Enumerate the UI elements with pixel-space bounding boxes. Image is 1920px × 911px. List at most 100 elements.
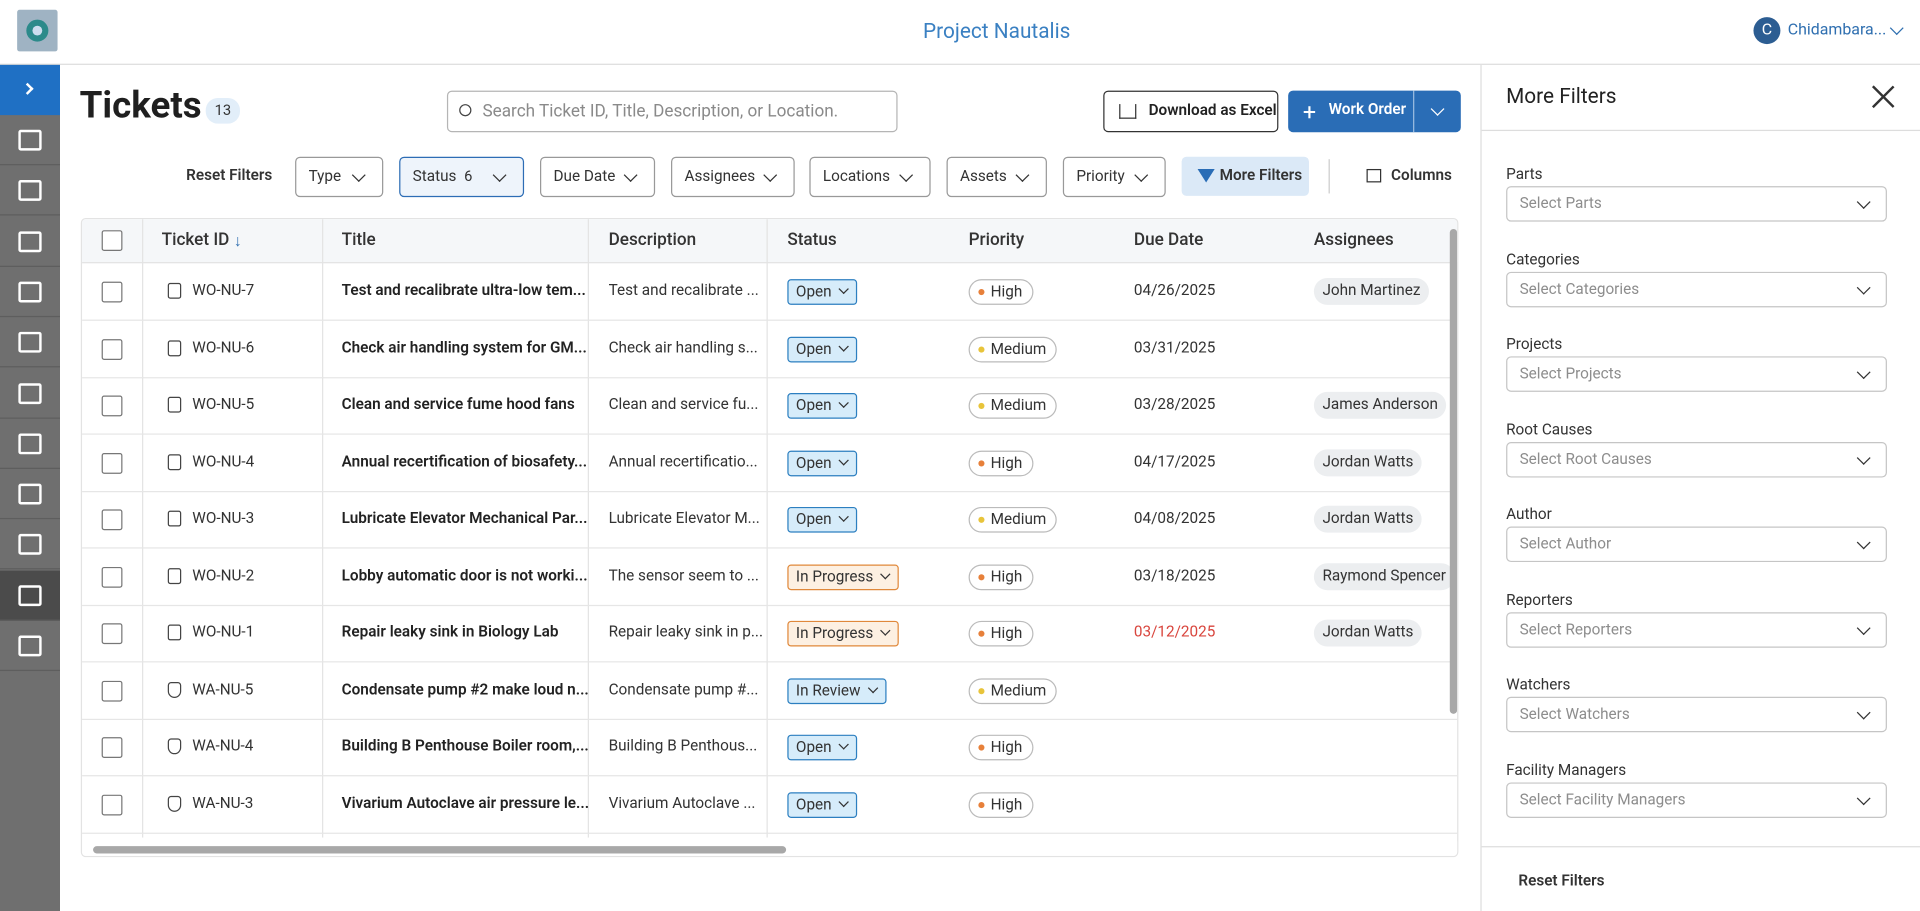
chevron	[880, 568, 890, 578]
user-name[interactable]: Chidambara...	[1788, 21, 1887, 39]
filter-dropdown[interactable]: Status6	[399, 157, 524, 197]
table-row[interactable]: WO-NU-5Clean and service fume hood fansC…	[82, 377, 1458, 435]
more-filters-button[interactable]: More Filters	[1182, 157, 1309, 196]
status-pill[interactable]: Open	[787, 507, 857, 533]
row-checkbox[interactable]	[102, 794, 123, 815]
row-checkbox[interactable]	[102, 396, 123, 417]
priority-dot	[978, 801, 984, 807]
user-avatar[interactable]: C	[1753, 17, 1780, 44]
status-pill[interactable]: Open	[787, 336, 857, 362]
sidebar-item[interactable]	[0, 368, 60, 418]
filter-dropdown[interactable]: Due Date	[540, 157, 655, 197]
download-button[interactable]: Download as Excel	[1103, 91, 1278, 133]
ticket-title: Vivarium Autoclave air pressure le...	[342, 794, 589, 812]
sidebar-item[interactable]	[0, 621, 60, 671]
ticket-description: Building B Penthous...	[609, 737, 758, 755]
status-pill[interactable]: In Progress	[787, 564, 899, 590]
filter-label: Assignees	[684, 168, 755, 186]
field-select[interactable]: Select Projects	[1506, 356, 1887, 392]
filter-dropdown[interactable]: Priority	[1063, 157, 1166, 197]
status-pill[interactable]: In Progress	[787, 621, 899, 647]
table-row[interactable]: WO-NU-2Lobby automatic door is not worki…	[82, 548, 1458, 606]
row-checkbox[interactable]	[102, 566, 123, 587]
table-row[interactable]: WO-NU-4Annual recertification of biosafe…	[82, 434, 1458, 492]
field-select[interactable]: Select Watchers	[1506, 697, 1887, 733]
table-row[interactable]: WO-NU-6Check air handling system for GM.…	[82, 320, 1458, 378]
column-header[interactable]: Ticket ID	[162, 230, 230, 250]
priority-dot	[978, 574, 984, 580]
table-row[interactable]: WA-NU-4Building B Penthouse Boiler room,…	[82, 719, 1458, 777]
table-row[interactable]: WO-NU-3Lubricate Elevator Mechanical Par…	[82, 491, 1458, 549]
row-checkbox[interactable]	[102, 282, 123, 303]
filter-dropdown[interactable]: Locations	[809, 157, 930, 197]
priority-dot	[978, 403, 984, 409]
table-row[interactable]: WA-NU-5Condensate pump #2 make loud n...…	[82, 662, 1458, 720]
row-checkbox[interactable]	[102, 623, 123, 644]
horizontal-scroll-thumb[interactable]	[93, 846, 786, 853]
sidebar-item[interactable]	[0, 317, 60, 367]
priority-text: High	[991, 454, 1023, 472]
priority-text: Medium	[991, 397, 1047, 415]
row-checkbox[interactable]	[102, 737, 123, 758]
field-select[interactable]: Select Author	[1506, 527, 1887, 563]
column-header[interactable]: Assignees	[1314, 230, 1394, 250]
column-header[interactable]: Due Date	[1134, 230, 1204, 250]
status-pill[interactable]: Open	[787, 450, 857, 476]
table-row[interactable]: WA-NU-3Vivarium Autoclave air pressure l…	[82, 776, 1458, 834]
status-pill[interactable]: Open	[787, 792, 857, 818]
column-header[interactable]: Priority	[969, 230, 1025, 250]
sidebar-item[interactable]	[0, 570, 60, 620]
field-select[interactable]: Select Root Causes	[1506, 441, 1887, 477]
priority-pill: High	[969, 279, 1034, 305]
work-order-label: Work Order	[1329, 100, 1407, 118]
chevron	[839, 739, 849, 749]
sidebar-item[interactable]	[0, 216, 60, 266]
row-checkbox[interactable]	[102, 452, 123, 473]
field-select[interactable]: Select Categories	[1506, 271, 1887, 307]
field-select[interactable]: Select Parts	[1506, 186, 1887, 222]
ticket-description: Lubricate Elevator M...	[609, 509, 760, 527]
status-text: In Progress	[796, 624, 873, 642]
table-row[interactable]: WO-NU-7Test and recalibrate ultra-low te…	[82, 263, 1458, 321]
table-row[interactable]: WO-NU-1Repair leaky sink in Biology LabR…	[82, 605, 1458, 663]
header-checkbox[interactable]	[102, 230, 123, 251]
priority-pill: Medium	[969, 507, 1058, 533]
ticket-type-icon	[168, 454, 181, 470]
vertical-scroll-thumb[interactable]	[1450, 229, 1457, 714]
column-header[interactable]: Status	[787, 230, 836, 250]
sidebar-item[interactable]	[0, 469, 60, 519]
status-pill[interactable]: In Review	[787, 678, 886, 704]
filter-dropdown[interactable]: Assignees	[671, 157, 795, 197]
filter-dropdown[interactable]: Type	[295, 157, 383, 197]
row-checkbox[interactable]	[102, 680, 123, 701]
status-pill[interactable]: Open	[787, 393, 857, 419]
search-box[interactable]: Search Ticket ID, Title, Description, or…	[447, 91, 898, 133]
assignee-chip: John Martinez	[1314, 278, 1429, 305]
chevron	[1857, 365, 1871, 379]
priority-text: High	[991, 568, 1023, 586]
sidebar-item[interactable]	[0, 520, 60, 570]
column-header[interactable]: Title	[342, 230, 376, 250]
reset-filters[interactable]: Reset Filters	[186, 167, 272, 185]
work-order-button[interactable]: +Work Order	[1288, 91, 1461, 133]
sidebar-item[interactable]	[0, 115, 60, 165]
field-select[interactable]: Select Reporters	[1506, 612, 1887, 648]
row-checkbox[interactable]	[102, 509, 123, 530]
filter-dropdown[interactable]: Assets	[947, 157, 1047, 197]
sidebar-item[interactable]	[0, 419, 60, 469]
ticket-description: Test and recalibrate ...	[609, 282, 759, 300]
field-select[interactable]: Select Facility Managers	[1506, 782, 1887, 818]
due-date: 04/26/2025	[1134, 282, 1215, 300]
status-pill[interactable]: Open	[787, 735, 857, 761]
sidebar-item[interactable]	[0, 166, 60, 216]
status-text: Open	[796, 283, 832, 301]
priority-pill: Medium	[969, 393, 1058, 419]
row-checkbox[interactable]	[102, 339, 123, 360]
sidebar-item[interactable]	[0, 267, 60, 317]
ticket-title: Check air handling system for GM...	[342, 339, 587, 357]
panel-reset[interactable]: Reset Filters	[1518, 872, 1604, 890]
close-button[interactable]	[1871, 84, 1895, 108]
status-pill[interactable]: Open	[787, 279, 857, 305]
column-header[interactable]: Description	[609, 230, 697, 250]
columns-button[interactable]: Columns	[1391, 167, 1452, 185]
